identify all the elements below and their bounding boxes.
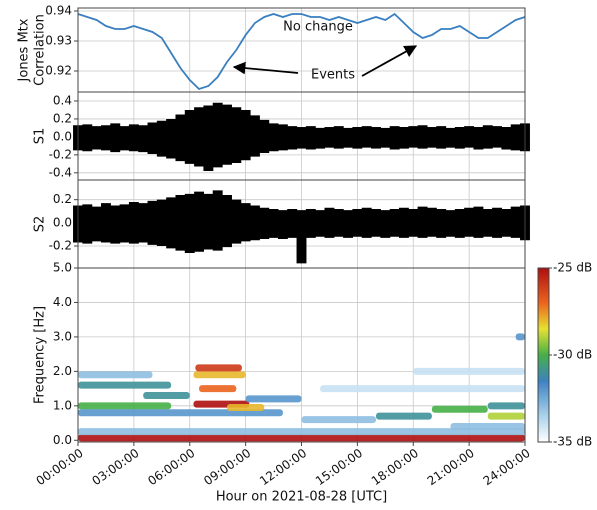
spectrogram-band (413, 367, 525, 375)
y-tick-label: 3.0 (53, 329, 72, 343)
x-axis-label: Hour on 2021-08-28 [UTC] (216, 490, 387, 505)
y-tick-label: 4.0 (53, 295, 72, 309)
x-tick-label: 09:00:00 (201, 446, 253, 488)
x-tick-label: 06:00:00 (145, 446, 197, 488)
x-tick-label: 24:00:00 (481, 446, 533, 488)
x-tick-label: 03:00:00 (89, 446, 141, 488)
annotation-arrow (232, 61, 299, 75)
annotation: Events (311, 68, 355, 83)
spectrogram-band (515, 333, 525, 341)
y-axis-label: Correlation (33, 14, 48, 86)
x-tick-label: 15:00:00 (313, 446, 365, 488)
x-tick-label: 12:00:00 (257, 446, 309, 488)
y-tick-label: 0.0 (53, 215, 72, 229)
spectrogram-band (450, 422, 525, 430)
spectrogram-band (431, 405, 488, 413)
y-tick-label: 0.94 (45, 4, 72, 18)
x-tick-label: 00:00:00 (34, 446, 86, 488)
spectrogram-band (227, 404, 265, 412)
y-tick-label: 0.92 (45, 64, 72, 78)
y-tick-label: -0.2 (49, 239, 72, 253)
colorbar-tick-label: -35 dB (553, 435, 592, 449)
y-tick-label: 0.0 (53, 129, 72, 143)
spectrogram-band (301, 416, 376, 424)
y-tick-label: 0.0 (53, 433, 72, 447)
colorbar-tick-label: -25 dB (553, 261, 592, 275)
spectrogram-band (487, 412, 525, 420)
x-tick-label: 18:00:00 (369, 446, 421, 488)
y-tick-label: -0.4 (49, 165, 72, 179)
spectrogram-band (376, 412, 432, 420)
annotation: No change (283, 20, 353, 35)
spectrogram-band (193, 371, 246, 379)
spectrogram-band (78, 428, 525, 436)
spectrogram-band (199, 385, 237, 393)
y-axis-label: S1 (33, 128, 48, 145)
spectrogram-band (245, 395, 302, 403)
y-tick-label: 0.2 (53, 111, 72, 125)
y-axis-label: Jones Mtx (17, 18, 32, 82)
line (77, 12, 526, 91)
spectrogram-band (320, 385, 525, 393)
y-tick-label: 5.0 (53, 261, 72, 275)
colorbar (537, 267, 550, 443)
spectrogram-band (78, 402, 172, 410)
y-axis-label: S2 (33, 216, 48, 233)
y-axis-label: Frequency [Hz] (33, 306, 48, 404)
annotation-arrow (361, 45, 418, 77)
y-tick-label: 0.2 (53, 192, 72, 206)
spectrogram-band (78, 381, 172, 389)
x-tick-label: 21:00:00 (425, 446, 477, 488)
y-tick-label: 0.4 (53, 93, 72, 107)
y-tick-label: 1.0 (53, 398, 72, 412)
spectrogram-band (143, 391, 190, 399)
spectrogram-band (78, 434, 525, 442)
y-tick-label: 2.0 (53, 364, 72, 378)
panel-frame (77, 267, 526, 443)
y-tick-label: -0.2 (49, 147, 72, 161)
spectrogram-band (195, 364, 242, 372)
spectrogram-band (78, 371, 153, 379)
colorbar-tick-label: -30 dB (553, 348, 592, 362)
y-tick-label: 0.93 (45, 34, 72, 48)
spectrogram-band (487, 402, 525, 410)
